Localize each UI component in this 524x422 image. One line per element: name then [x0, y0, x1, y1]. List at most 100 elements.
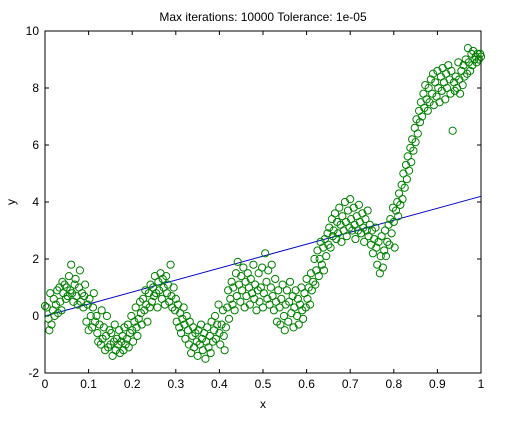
data-point [325, 223, 334, 232]
x-tick-label: 0.7 [342, 377, 359, 391]
data-point [299, 314, 308, 323]
data-point [204, 343, 213, 352]
data-point [75, 266, 84, 275]
data-point [162, 289, 172, 298]
data-point [128, 326, 137, 335]
data-point [337, 237, 346, 246]
data-point [466, 66, 475, 76]
data-point [425, 98, 434, 107]
data-point [219, 331, 228, 341]
data-point [128, 337, 138, 346]
data-point [311, 280, 320, 289]
data-point [81, 280, 90, 289]
data-point [104, 343, 113, 352]
data-point [413, 129, 422, 138]
data-point [93, 329, 102, 338]
data-point [411, 138, 420, 147]
data-point [335, 203, 344, 212]
data-point [79, 303, 88, 312]
data-point [472, 58, 481, 67]
data-point [284, 317, 293, 326]
data-point [178, 314, 187, 323]
data-point [228, 300, 237, 309]
data-point [423, 106, 432, 115]
data-point [415, 118, 425, 127]
data-point [57, 306, 66, 315]
data-point [391, 206, 401, 215]
y-tick-label: 8 [32, 81, 39, 95]
data-point [276, 320, 285, 329]
data-point [91, 317, 100, 326]
data-point [227, 277, 236, 286]
data-point [60, 280, 69, 289]
data-point [95, 320, 104, 329]
data-point [261, 249, 270, 258]
data-point [213, 320, 222, 329]
data-point [266, 283, 275, 292]
data-point [310, 254, 319, 264]
data-point [282, 286, 292, 295]
data-point [133, 331, 142, 341]
data-point [107, 329, 116, 338]
y-tick-label: -2 [28, 366, 39, 380]
data-point [309, 277, 318, 286]
x-axis-label: x [260, 397, 266, 411]
data-point [110, 320, 119, 329]
data-point [314, 272, 323, 281]
data-point [389, 217, 398, 227]
data-point [85, 294, 94, 303]
data-point [360, 237, 369, 246]
x-tick-label: 0.1 [80, 377, 97, 391]
data-point [171, 294, 180, 303]
data-point [319, 266, 329, 275]
data-point [329, 226, 338, 235]
y-tick-label: 10 [26, 24, 40, 38]
data-point [153, 303, 162, 312]
data-point [102, 311, 112, 321]
data-point [396, 200, 405, 209]
data-point [82, 317, 91, 326]
data-point [220, 346, 229, 355]
data-point [179, 303, 188, 312]
data-point [447, 66, 456, 76]
data-point [131, 303, 140, 312]
data-point [237, 286, 247, 295]
data-point [162, 272, 171, 281]
data-point [124, 343, 133, 352]
data-point [279, 311, 289, 321]
data-point [224, 314, 234, 323]
data-point [305, 300, 315, 309]
data-point [203, 323, 212, 332]
data-point [363, 206, 372, 215]
data-point [239, 263, 248, 272]
data-point [130, 317, 139, 326]
data-point [468, 61, 477, 70]
data-point [146, 280, 155, 289]
data-point [45, 326, 54, 335]
data-point [458, 81, 467, 90]
data-point [404, 166, 414, 175]
data-point [400, 183, 409, 192]
data-point [317, 260, 326, 269]
data-point [262, 277, 271, 286]
data-point [398, 195, 407, 204]
chart-title: Max iterations: 10000 Tolerance: 1e-05 [159, 10, 367, 24]
y-tick-label: 6 [32, 138, 39, 152]
data-point [67, 289, 77, 298]
data-point [277, 294, 286, 303]
data-point [390, 243, 399, 252]
data-point [118, 331, 127, 341]
data-point [197, 334, 207, 343]
data-point [324, 240, 333, 249]
data-point [383, 237, 392, 246]
data-point [89, 289, 98, 298]
data-point [460, 72, 469, 81]
x-tick-label: 0.3 [167, 377, 184, 391]
data-point [176, 329, 186, 338]
data-point [274, 286, 283, 295]
data-point [230, 306, 239, 315]
x-tick-label: 0.5 [255, 377, 272, 391]
data-point [387, 229, 396, 238]
data-point [160, 300, 169, 309]
